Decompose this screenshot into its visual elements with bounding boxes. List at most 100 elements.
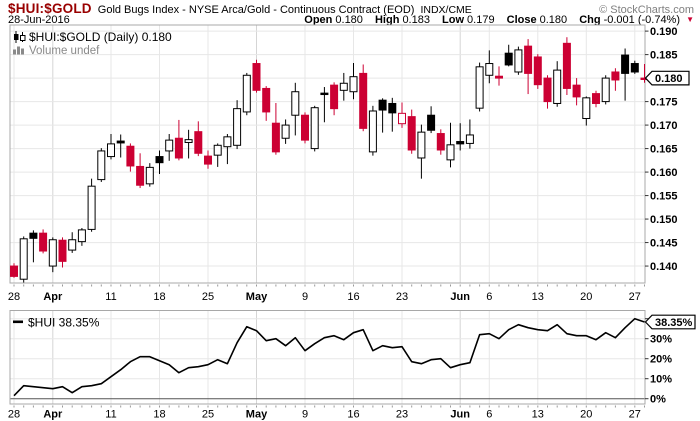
x-label: 6 — [486, 409, 492, 421]
candle — [553, 69, 562, 104]
close-value: 0.180 — [539, 14, 568, 26]
candle — [242, 74, 251, 113]
candle — [562, 42, 571, 89]
x-label: Jun — [450, 291, 470, 303]
candle — [417, 131, 426, 159]
x-label: 18 — [153, 409, 165, 421]
candle — [184, 139, 193, 143]
candle — [39, 232, 48, 252]
price-tick-label: 0.155 — [650, 191, 678, 203]
candle — [485, 63, 494, 76]
x-label: May — [246, 291, 268, 303]
candle — [388, 102, 397, 114]
candle — [349, 76, 358, 93]
candle — [233, 108, 242, 146]
x-axis-labels: 28 28 Apr Apr 11 11 18 18 25 25 May May 9 9 16 16 23 23 Ju… — [8, 291, 641, 421]
x-label: 28 — [8, 409, 20, 421]
ohlc-quote: Open 0.180 High 0.183 Low 0.179 Close 0.180 … — [304, 14, 694, 26]
candle — [87, 185, 96, 230]
candle — [339, 82, 348, 91]
candle — [611, 71, 620, 81]
candle — [107, 143, 115, 158]
x-label: 9 — [302, 291, 308, 303]
candle — [456, 141, 465, 145]
candle — [475, 66, 484, 109]
volume-bars-icon — [13, 49, 16, 55]
price-tick-label: 0.160 — [650, 167, 678, 179]
x-label: 20 — [580, 409, 592, 421]
chart-title: Gold Bugs Index - NYSE Arca/Gold - Conti… — [97, 4, 415, 16]
price-tick-label: 0.150 — [650, 214, 678, 226]
main-legend-label: $HUI:$GOLD (Daily) 0.180 — [29, 30, 172, 44]
high-value: 0.183 — [402, 14, 430, 26]
x-label: 16 — [347, 409, 359, 421]
candle — [194, 131, 203, 154]
x-label: 23 — [396, 409, 408, 421]
x-label: 20 — [580, 291, 592, 303]
candle — [592, 93, 600, 104]
candle — [465, 134, 474, 144]
x-label: 6 — [486, 291, 492, 303]
svg-text:38.35%: 38.35% — [655, 317, 693, 329]
price-tick-label: 0.170 — [650, 120, 678, 132]
chart-header: $HUI:$GOLD Gold Bugs Index - NYSE Arca/G… — [8, 1, 694, 16]
high-label: High — [374, 14, 400, 26]
indicator-legend-label: $HUI 38.35% — [28, 316, 100, 330]
indicator-panel-border — [9, 310, 646, 405]
price-axis: 0.1900.1850.1800.1750.1700.1650.1600.155… — [645, 26, 678, 273]
candle — [165, 139, 174, 152]
candle — [291, 91, 300, 116]
candle — [116, 140, 125, 144]
x-label: 28 — [8, 291, 20, 303]
x-label: 27 — [629, 291, 641, 303]
close-label: Close — [506, 14, 537, 26]
indicator-legend: $HUI 38.35% — [13, 316, 100, 330]
low-label: Low — [442, 14, 465, 26]
candlestick-series — [10, 37, 649, 283]
candle — [427, 114, 436, 131]
candle — [572, 84, 581, 98]
exchange-label: INDX/CME — [420, 4, 472, 16]
x-label: Apr — [43, 409, 63, 421]
x-label: 25 — [202, 409, 214, 421]
candle — [48, 239, 57, 267]
indicator-tick-label: 10% — [650, 374, 672, 386]
line-series-icon — [13, 320, 23, 324]
x-label: 27 — [629, 409, 641, 421]
candle — [407, 116, 416, 151]
x-label: 9 — [302, 409, 308, 421]
x-label: Jun — [450, 409, 470, 421]
price-tick-label: 0.140 — [650, 261, 678, 273]
candle — [398, 112, 406, 125]
candle — [136, 165, 145, 186]
x-label: 23 — [396, 291, 408, 303]
low-value: 0.179 — [467, 14, 495, 26]
change-down-icon: ▼ — [686, 15, 694, 24]
candle — [378, 99, 387, 111]
candle — [514, 49, 523, 73]
indicator-tick-label: 0% — [650, 394, 666, 406]
x-label: Apr — [43, 291, 63, 303]
candle — [320, 92, 329, 96]
price-tick-label: 0.175 — [650, 97, 678, 109]
candle — [301, 114, 309, 141]
candle — [495, 75, 503, 79]
x-label: 11 — [105, 291, 116, 303]
candle — [145, 166, 154, 185]
price-tick-label: 0.185 — [650, 50, 678, 62]
candle — [155, 156, 164, 164]
candle — [630, 63, 639, 73]
price-tick-label: 0.145 — [650, 238, 678, 250]
candle — [330, 84, 339, 110]
candle — [359, 72, 368, 129]
copyright: © StockCharts.com — [599, 4, 694, 16]
candle — [504, 52, 513, 66]
x-label: 13 — [532, 409, 544, 421]
day-tick-dots — [13, 284, 645, 408]
indicator-tick-label: 30% — [650, 334, 672, 346]
candle — [58, 239, 67, 262]
candle — [252, 63, 261, 91]
